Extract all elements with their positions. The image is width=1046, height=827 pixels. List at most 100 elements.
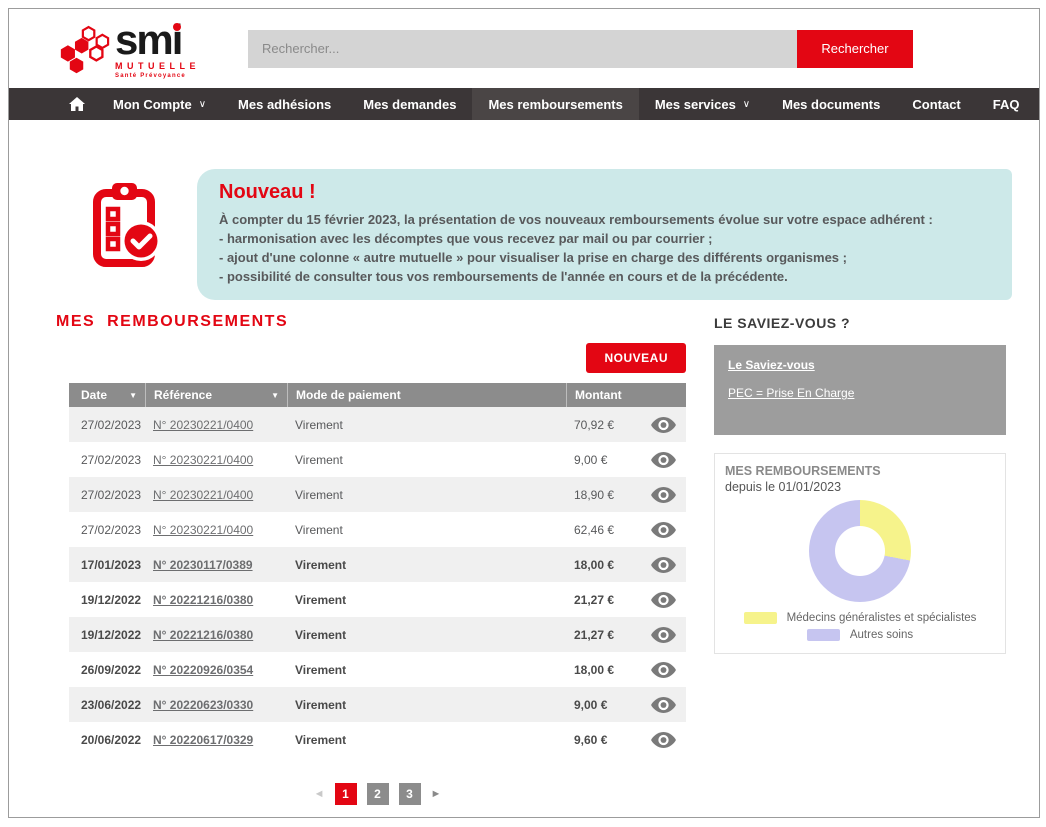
new-reimbursement-button[interactable]: NOUVEAU	[586, 343, 686, 373]
cell-date: 27/02/2023	[81, 417, 142, 432]
nav-item-mes-demandes[interactable]: Mes demandes	[363, 96, 457, 112]
sidebar: LE SAVIEZ-VOUS ? Le Saviez-vous PEC = Pri…	[714, 313, 1006, 805]
cell-reference: N° 20221216/0380	[145, 628, 287, 642]
table-row: 27/02/2023 N° 20230221/0400 Virement 18,90 …	[69, 477, 686, 512]
cell-date: 26/09/2022	[81, 662, 142, 677]
didyouknow-link[interactable]: PEC = Prise En Charge	[728, 386, 855, 400]
cell-reference: N° 20230221/0400	[145, 418, 287, 432]
search-input[interactable]	[248, 29, 797, 68]
amount-value: 18,00 €	[574, 662, 615, 677]
cell-payment-mode: Virement	[295, 522, 343, 537]
eye-icon	[651, 521, 676, 538]
view-details-button[interactable]	[651, 451, 676, 468]
table-row: 27/02/2023 N° 20230221/0400 Virement 62,46 …	[69, 512, 686, 547]
table-row: 26/09/2022 N° 20220926/0354 Virement 18,00 …	[69, 652, 686, 687]
eye-icon	[651, 696, 676, 713]
sort-icon[interactable]: ▼	[271, 390, 279, 400]
nav-item-mes-documents[interactable]: Mes documents	[782, 96, 881, 112]
reference-link[interactable]: N° 20220623/0330	[153, 697, 254, 712]
cell-amount: 9,00 €	[566, 451, 686, 468]
didyouknow-box: Le Saviez-vous PEC = Prise En Charge	[714, 345, 1006, 435]
next-page-arrow-icon[interactable]: ►	[430, 788, 442, 800]
didyouknow-title: LE SAVIEZ-VOUS ?	[714, 315, 851, 331]
view-details-button[interactable]	[651, 521, 676, 538]
table-row: 23/06/2022 N° 20220623/0330 Virement 9,00 €	[69, 687, 686, 722]
announcement-line: - harmonisation avec les décomptes que v…	[219, 231, 713, 246]
nav-item-faq[interactable]: FAQ	[992, 96, 1020, 112]
home-icon	[69, 97, 85, 111]
legend-swatch	[743, 612, 777, 624]
column-header-reference[interactable]: Référence ▼	[145, 383, 287, 407]
cell-reference: N° 20221216/0380	[145, 593, 287, 607]
column-header-payment-mode: Mode de paiement	[287, 383, 566, 407]
announcement-line: - possibilité de consulter tous vos remb…	[219, 269, 788, 284]
nav-item-mon-compte[interactable]: Mon Compte ∨	[113, 96, 207, 112]
cell-reference: N° 20220623/0330	[145, 698, 287, 712]
reference-link[interactable]: N° 20230117/0389	[153, 557, 253, 572]
view-details-button[interactable]	[651, 486, 676, 503]
legend-item: Médecins généralistes et spécialistes	[725, 612, 995, 624]
cell-date: 27/02/2023	[81, 487, 142, 502]
view-details-button[interactable]	[651, 731, 676, 748]
reference-link[interactable]: N° 20220617/0329	[153, 732, 254, 747]
page-title: MES REMBOURSEMENTS	[56, 313, 289, 330]
reimbursements-table: Date ▼ Référence ▼ Mode de paiement Mont…	[69, 383, 686, 757]
amount-value: 21,27 €	[574, 627, 615, 642]
reference-link[interactable]: N° 20221216/0380	[153, 592, 254, 607]
reference-link[interactable]: N° 20230221/0400	[153, 452, 254, 467]
cell-amount: 9,00 €	[566, 696, 686, 713]
view-details-button[interactable]	[651, 556, 676, 573]
cell-reference: N° 20220926/0354	[145, 663, 287, 677]
announcement-title: Nouveau !	[219, 181, 316, 203]
table-row: 27/02/2023 N° 20230221/0400 Virement 9,00 €	[69, 442, 686, 477]
reference-link[interactable]: N° 20230221/0400	[153, 522, 254, 537]
column-header-date[interactable]: Date ▼	[81, 388, 137, 402]
hexagon-logo-icon	[60, 25, 110, 73]
header: smi MUTUELLE Santé Prévoyance Rechercher	[9, 9, 1039, 88]
cell-date: 20/06/2022	[81, 732, 142, 747]
column-header-amount: Montant	[566, 383, 686, 407]
chart-subtitle: depuis le 01/01/2023	[725, 480, 842, 494]
page-button-1[interactable]: 1	[334, 783, 357, 805]
eye-icon	[651, 731, 676, 748]
previous-page-arrow-icon[interactable]: ◄	[313, 788, 325, 800]
cell-date: 27/02/2023	[81, 452, 142, 467]
chevron-down-icon: ∨	[198, 99, 207, 110]
amount-value: 18,00 €	[574, 557, 615, 572]
view-details-button[interactable]	[651, 661, 676, 678]
view-details-button[interactable]	[651, 626, 676, 643]
cell-amount: 18,90 €	[566, 486, 686, 503]
eye-icon	[651, 416, 676, 433]
nav-item-contact[interactable]: Contact	[912, 96, 961, 112]
page-button-3[interactable]: 3	[398, 783, 421, 805]
search-button[interactable]: Rechercher	[797, 29, 913, 68]
cell-reference: N° 20230221/0400	[145, 488, 287, 502]
view-details-button[interactable]	[651, 696, 676, 713]
announcement-line: - ajout d'une colonne « autre mutuelle »…	[219, 250, 847, 265]
page-button-2[interactable]: 2	[366, 783, 389, 805]
nav-item-mes-services[interactable]: Mes services ∨	[654, 96, 751, 112]
home-button[interactable]	[57, 88, 97, 120]
view-details-button[interactable]	[651, 591, 676, 608]
nav-item-mes-adh-sions[interactable]: Mes adhésions	[238, 96, 332, 112]
cell-reference: N° 20220617/0329	[145, 733, 287, 747]
cell-payment-mode: Virement	[295, 627, 347, 642]
table-row: 27/02/2023 N° 20230221/0400 Virement 70,92 …	[69, 407, 686, 442]
cell-amount: 18,00 €	[566, 556, 686, 573]
view-details-button[interactable]	[651, 416, 676, 433]
eye-icon	[651, 591, 676, 608]
reference-link[interactable]: N° 20220926/0354	[153, 662, 254, 677]
table-row: 17/01/2023 N° 20230117/0389 Virement 18,00 …	[69, 547, 686, 582]
didyouknow-link[interactable]: Le Saviez-vous	[728, 358, 815, 372]
reference-link[interactable]: N° 20221216/0380	[153, 627, 254, 642]
smi-logo[interactable]: smi MUTUELLE Santé Prévoyance	[59, 18, 200, 79]
sort-icon[interactable]: ▼	[129, 390, 137, 400]
table-header: Date ▼ Référence ▼ Mode de paiement Mont…	[69, 383, 686, 407]
reimbursements-section: MES REMBOURSEMENTS NOUVEAU Date ▼ Référe…	[56, 313, 686, 805]
eye-icon	[651, 661, 676, 678]
nav-item-mes-remboursements[interactable]: Mes remboursements	[472, 88, 639, 120]
reference-link[interactable]: N° 20230221/0400	[153, 417, 254, 432]
table-row: 19/12/2022 N° 20221216/0380 Virement 21,27 …	[69, 617, 686, 652]
cell-date: 19/12/2022	[81, 627, 142, 642]
reference-link[interactable]: N° 20230221/0400	[153, 487, 254, 502]
